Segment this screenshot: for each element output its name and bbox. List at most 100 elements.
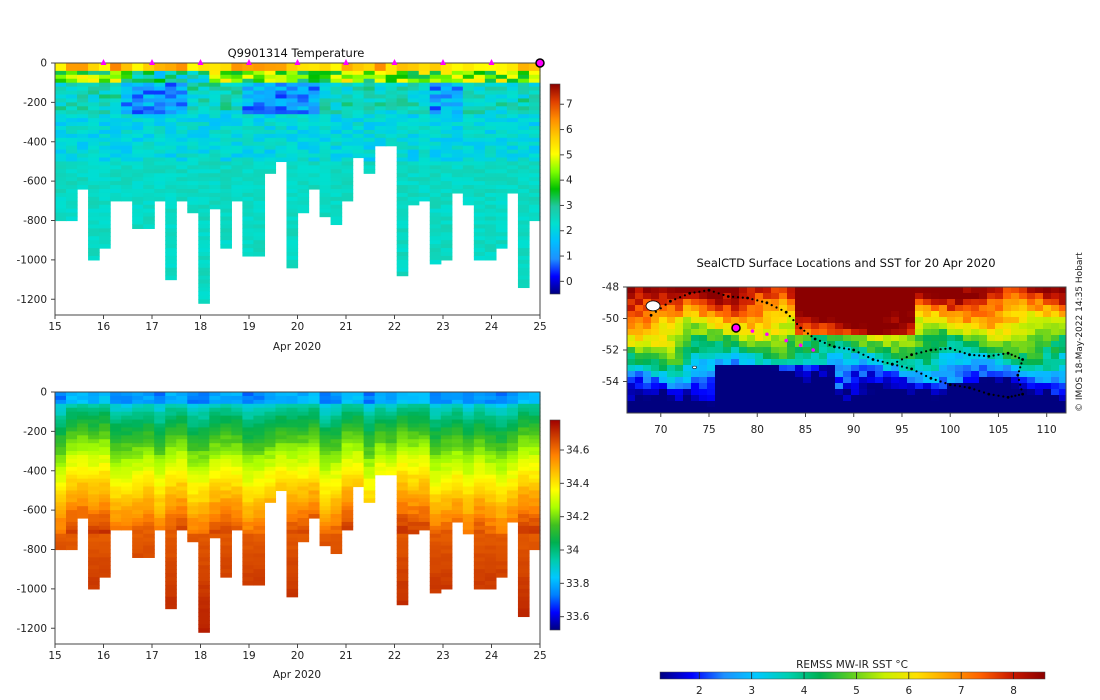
- data-cell: [187, 407, 199, 413]
- data-cell: [88, 153, 100, 159]
- data-cell: [209, 443, 221, 448]
- data-cell: [132, 189, 144, 194]
- data-cell: [319, 78, 332, 84]
- data-cell: [220, 510, 232, 515]
- data-cell: [517, 70, 530, 76]
- data-cell: [352, 145, 365, 151]
- data-cell: [308, 435, 321, 440]
- data-cell: [440, 458, 453, 464]
- data-cell: [506, 502, 519, 507]
- data-cell: [88, 419, 100, 425]
- sst-cell: [739, 371, 748, 378]
- data-cell: [176, 165, 188, 170]
- data-cell: [330, 545, 343, 551]
- data-cell: [275, 106, 288, 111]
- sst-cell: [1027, 311, 1036, 318]
- data-cell: [495, 149, 508, 155]
- data-cell: [473, 137, 486, 143]
- data-cell: [286, 189, 299, 194]
- data-cell: [242, 466, 255, 472]
- data-cell: [517, 82, 530, 88]
- data-cell: [165, 561, 177, 566]
- sst-cell: [643, 407, 652, 413]
- data-cell: [286, 259, 299, 265]
- sst-cell: [827, 377, 836, 384]
- data-cell: [286, 584, 299, 590]
- data-cell: [517, 153, 530, 159]
- data-cell: [220, 185, 232, 190]
- data-cell: [330, 149, 343, 155]
- track-point: [688, 291, 692, 295]
- sst-cell: [699, 365, 708, 372]
- data-cell: [55, 529, 67, 535]
- data-cell: [440, 584, 453, 590]
- data-cell: [66, 392, 78, 397]
- data-cell: [264, 486, 277, 492]
- data-cell: [297, 518, 310, 523]
- data-cell: [88, 573, 100, 578]
- data-cell: [473, 216, 486, 222]
- data-cell: [198, 181, 210, 186]
- data-cell: [110, 153, 122, 159]
- data-cell: [187, 537, 199, 543]
- sst-cell: [963, 383, 972, 390]
- data-cell: [99, 228, 111, 233]
- data-cell: [132, 427, 144, 432]
- data-cell: [176, 502, 188, 507]
- data-cell: [308, 78, 321, 84]
- data-cell: [55, 427, 67, 432]
- sst-cell: [707, 311, 716, 318]
- track-point: [982, 391, 986, 394]
- data-cell: [506, 431, 519, 436]
- data-cell: [154, 196, 166, 202]
- data-cell: [132, 82, 144, 88]
- data-cell: [451, 106, 464, 111]
- sst-cell: [635, 347, 644, 354]
- data-cell: [264, 443, 277, 448]
- sst-cell: [907, 341, 916, 348]
- data-cell: [473, 518, 486, 523]
- profile-column: [462, 63, 475, 206]
- y-tick-label: -1000: [16, 583, 47, 595]
- data-cell: [286, 110, 299, 115]
- sst-cell: [923, 389, 932, 396]
- sst-cell: [947, 389, 956, 396]
- x-tick-label: 18: [194, 650, 207, 662]
- data-cell: [187, 395, 199, 401]
- data-cell: [506, 411, 519, 417]
- data-cell: [484, 498, 497, 503]
- data-cell: [176, 447, 188, 452]
- sst-cell: [947, 335, 956, 342]
- data-cell: [286, 407, 299, 413]
- data-cell: [495, 118, 508, 123]
- sst-cell: [739, 299, 748, 306]
- data-cell: [517, 474, 530, 480]
- sst-cell: [979, 359, 988, 366]
- data-cell: [440, 74, 453, 80]
- sst-cell: [811, 311, 820, 318]
- data-cell: [396, 263, 409, 269]
- sst-cell: [1027, 335, 1036, 342]
- sst-cell: [971, 341, 980, 348]
- data-cell: [308, 431, 321, 436]
- data-cell: [319, 169, 332, 174]
- data-cell: [209, 90, 221, 96]
- data-cell: [132, 486, 144, 492]
- sst-cell: [699, 311, 708, 318]
- data-cell: [253, 212, 266, 218]
- data-cell: [275, 78, 288, 84]
- data-cell: [253, 248, 266, 253]
- data-cell: [440, 216, 453, 222]
- data-cell: [528, 423, 541, 429]
- sst-cell: [827, 329, 836, 336]
- sst-cell: [819, 287, 828, 294]
- data-cell: [396, 498, 409, 503]
- data-cell: [55, 177, 67, 182]
- profile-column: [308, 392, 321, 519]
- data-cell: [429, 98, 442, 103]
- data-cell: [473, 549, 486, 555]
- data-cell: [220, 82, 232, 88]
- data-cell: [55, 521, 67, 527]
- sst-cell: [787, 299, 796, 306]
- data-cell: [231, 482, 243, 488]
